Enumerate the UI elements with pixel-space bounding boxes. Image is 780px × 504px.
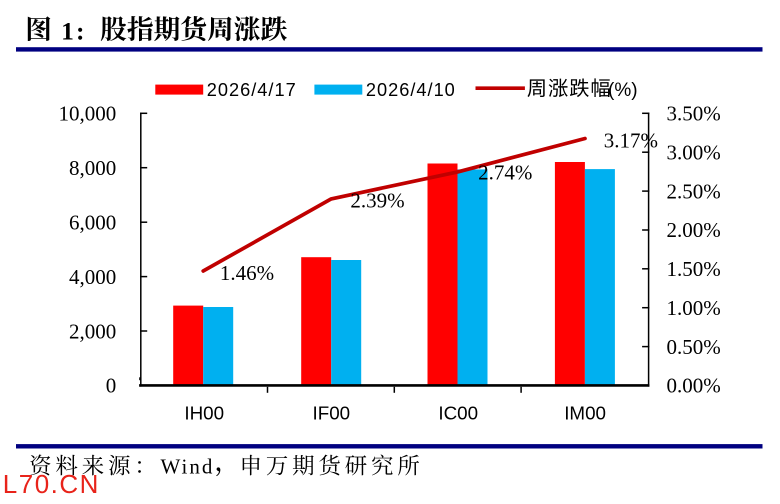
svg-text:0.50%: 0.50% [667,335,721,359]
svg-text:IH00: IH00 [184,402,224,423]
svg-text:6,000: 6,000 [69,210,116,234]
svg-text:IC00: IC00 [438,402,478,423]
svg-text:2026/4/10: 2026/4/10 [366,80,456,100]
svg-text:1.00%: 1.00% [667,296,721,320]
svg-text:2,000: 2,000 [69,319,116,343]
svg-text:2.74%: 2.74% [478,161,532,185]
svg-text:3.00%: 3.00% [667,140,721,164]
svg-text:(%): (%) [608,80,638,101]
svg-text:0: 0 [106,374,117,398]
svg-text:2.00%: 2.00% [667,218,721,242]
svg-text:1: 1 [61,17,74,46]
svg-text:2026/4/17: 2026/4/17 [207,80,297,100]
svg-text:1.46%: 1.46% [220,261,274,285]
svg-text:2.39%: 2.39% [350,189,404,213]
svg-text:Wind: Wind [161,454,215,478]
svg-text::: : [76,17,85,46]
svg-text:4,000: 4,000 [69,265,116,289]
svg-text:3.50%: 3.50% [667,102,721,126]
svg-text:IF00: IF00 [313,402,351,423]
svg-text:L70.CN: L70.CN [3,469,100,499]
svg-text:10,000: 10,000 [58,102,116,126]
svg-text:8,000: 8,000 [69,156,116,180]
svg-text:1.50%: 1.50% [667,257,721,281]
svg-text:0.00%: 0.00% [667,374,721,398]
svg-text:3.17%: 3.17% [604,129,658,153]
svg-text:2.50%: 2.50% [667,179,721,203]
svg-text:IM00: IM00 [564,402,606,423]
